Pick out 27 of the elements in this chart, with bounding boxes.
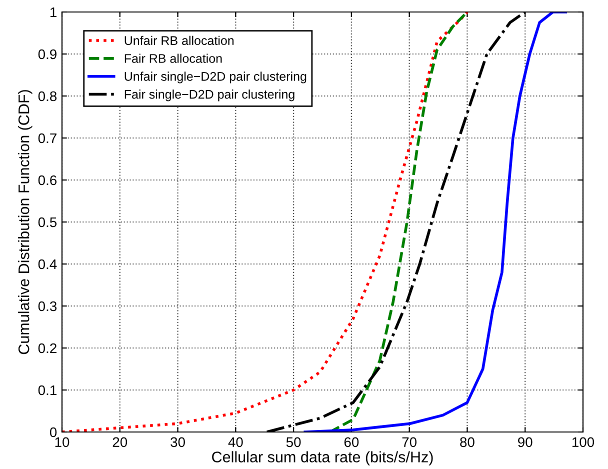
x-tick-label: 20: [112, 437, 128, 448]
x-tick-label: 70: [402, 437, 417, 448]
y-tick-label: 0: [50, 427, 57, 438]
x-tick-label: 90: [518, 437, 532, 448]
y-tick-label: 0.1: [38, 385, 56, 396]
y-tick-label: 0.6: [38, 175, 57, 186]
x-tick-label: 100: [572, 437, 594, 448]
x-tick-label: 10: [55, 437, 70, 448]
y-tick-label: 0.4: [38, 259, 57, 270]
x-tick-label: 80: [460, 437, 474, 448]
x-tick-label: 60: [344, 437, 359, 448]
legend-label: Fair single−D2D pair clustering: [124, 90, 294, 102]
y-tick-label: 0.7: [38, 133, 56, 144]
y-tick-label: 0.8: [38, 91, 57, 102]
legend-label: Unfair RB allocation: [124, 36, 234, 46]
legend-label: Unfair single−D2D pair clustering: [124, 72, 306, 84]
y-tick-label: 0.9: [38, 49, 56, 60]
y-tick-label: 0.2: [38, 343, 56, 354]
y-tick-label: 0.5: [38, 217, 57, 228]
x-tick-label: 40: [228, 437, 243, 448]
y-axis-title: Cumulative Distribution Function (CDF): [18, 90, 32, 354]
x-tick-label: 30: [170, 437, 185, 448]
legend-label: Fair RB allocation: [124, 54, 222, 63]
y-tick-label: 1: [50, 7, 56, 18]
x-axis-title: Cellular sum data rate (bits/s/Hz): [212, 451, 433, 466]
x-tick-label: 50: [286, 437, 301, 448]
y-tick-label: 0.3: [38, 301, 57, 312]
